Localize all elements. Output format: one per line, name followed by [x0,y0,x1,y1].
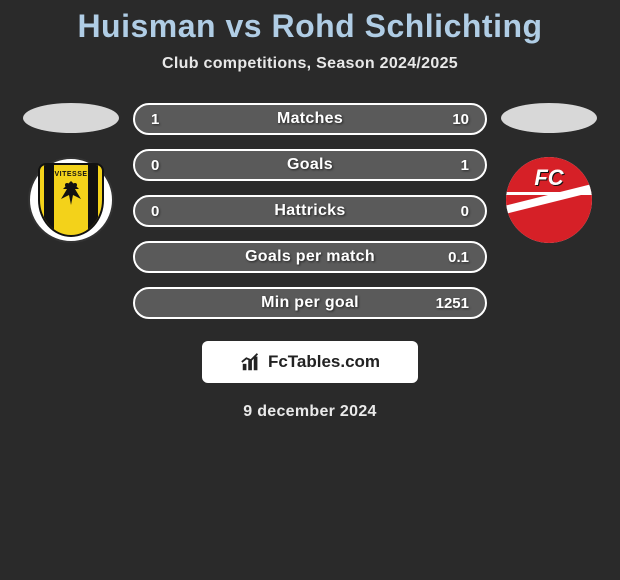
stat-left-value: 0 [151,157,201,174]
stat-right-value: 1 [419,157,469,174]
left-player-column: VITESSE [21,103,121,243]
comparison-card: Huisman vs Rohd Schlichting Club competi… [0,0,620,421]
branding-text: FcTables.com [268,352,380,372]
stat-right-value: 1251 [419,295,469,312]
player-silhouette-right [501,103,597,133]
branding-badge: FcTables.com [202,341,418,383]
utrecht-fc-text: FC [534,165,563,191]
club-crest-utrecht: FC [506,157,592,243]
stat-left-value: 1 [151,111,201,128]
club-crest-vitesse: VITESSE [28,157,114,243]
vitesse-shield: VITESSE [38,163,104,237]
stat-label: Matches [277,110,343,128]
stat-left-value: 0 [151,203,201,220]
stats-list: 1 Matches 10 0 Goals 1 0 Hattricks 0 Goa… [133,103,487,319]
stat-row-hattricks: 0 Hattricks 0 [133,195,487,227]
stat-label: Min per goal [261,294,359,312]
subtitle: Club competitions, Season 2024/2025 [0,55,620,73]
stat-row-goals: 0 Goals 1 [133,149,487,181]
date-text: 9 december 2024 [0,403,620,421]
stat-label: Hattricks [274,202,345,220]
main-area: VITESSE 1 Matches 10 0 Goals [0,103,620,319]
eagle-icon [53,175,89,211]
stat-label: Goals per match [245,248,375,266]
stat-row-goals-per-match: Goals per match 0.1 [133,241,487,273]
page-title: Huisman vs Rohd Schlichting [0,8,620,45]
stat-label: Goals [287,156,333,174]
stat-right-value: 10 [419,111,469,128]
stat-row-matches: 1 Matches 10 [133,103,487,135]
player-silhouette-left [23,103,119,133]
stat-row-min-per-goal: Min per goal 1251 [133,287,487,319]
stat-right-value: 0.1 [419,249,469,266]
vitesse-stripe [88,165,98,235]
chart-icon [240,351,262,373]
right-player-column: FC [499,103,599,243]
stat-right-value: 0 [419,203,469,220]
